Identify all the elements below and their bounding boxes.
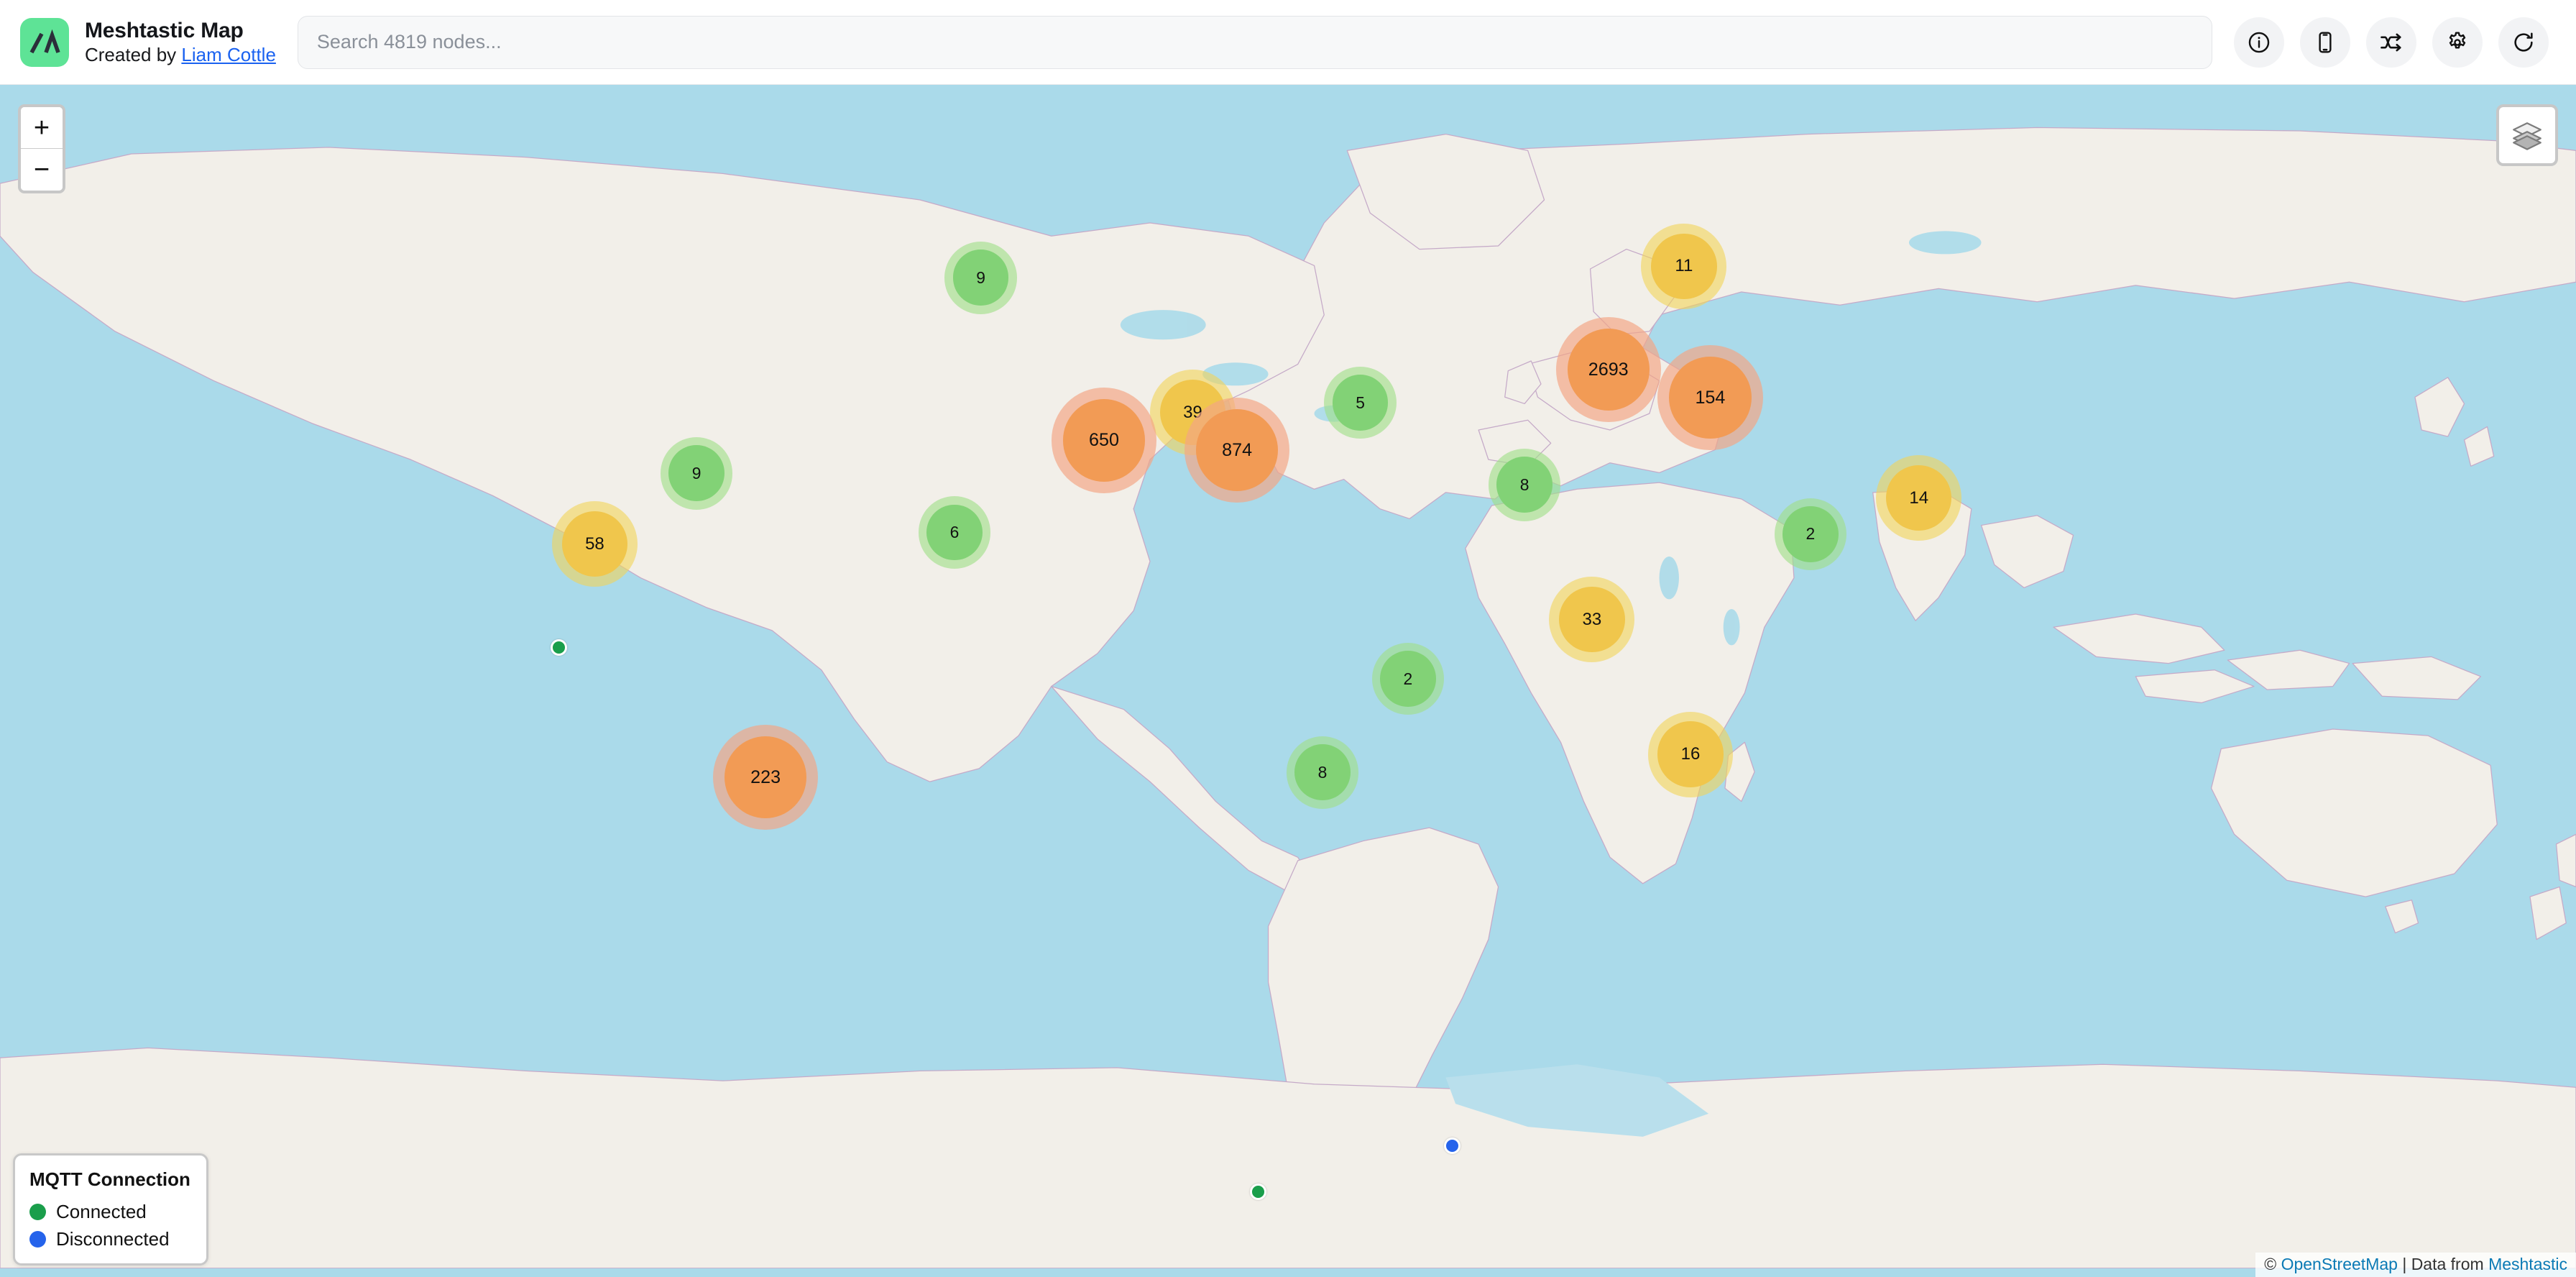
cluster-marker[interactable]: 6 — [918, 496, 991, 569]
legend-color-dot — [29, 1204, 46, 1220]
legend-panel: MQTT Connection Connected Disconnected — [13, 1153, 208, 1265]
brand: Meshtastic Map Created by Liam Cottle — [20, 17, 276, 67]
cluster-count-label: 650 — [1089, 429, 1119, 450]
cluster-count-label: 11 — [1675, 256, 1693, 276]
zoom-in-button[interactable]: + — [21, 107, 63, 149]
node-marker[interactable] — [1444, 1137, 1460, 1154]
search-input[interactable] — [297, 15, 2212, 69]
cluster-marker[interactable]: 16 — [1647, 711, 1734, 797]
info-icon[interactable] — [2234, 17, 2284, 68]
app-header: Meshtastic Map Created by Liam Cottle — [0, 0, 2576, 85]
cluster-count-label: 8 — [1317, 762, 1328, 782]
cluster-count-label: 5 — [1356, 393, 1365, 412]
cluster-marker[interactable]: 5 — [1324, 366, 1397, 439]
author-link[interactable]: Liam Cottle — [181, 43, 276, 65]
copyright-symbol: © — [2264, 1255, 2281, 1273]
cluster-marker-core: 33 — [1559, 586, 1625, 653]
cluster-count-label: 154 — [1695, 387, 1726, 408]
cluster-marker-core: 223 — [724, 736, 807, 819]
cluster-marker[interactable]: 154 — [1657, 345, 1763, 451]
attribution-middle: | Data from — [2397, 1255, 2489, 1273]
cluster-count-label: 33 — [1582, 609, 1602, 629]
openstreetmap-link[interactable]: OpenStreetMap — [2281, 1255, 2398, 1273]
brand-text: Meshtastic Map Created by Liam Cottle — [85, 18, 276, 65]
cluster-count-label: 223 — [750, 766, 781, 787]
cluster-count-label: 2 — [1403, 669, 1413, 688]
cluster-count-label: 9 — [976, 267, 985, 287]
cluster-count-label: 16 — [1680, 744, 1701, 764]
cluster-count-label: 2693 — [1588, 359, 1629, 380]
header-actions — [2234, 17, 2556, 68]
cluster-marker-core: 9 — [668, 445, 724, 502]
gear-icon[interactable] — [2432, 17, 2483, 68]
page-title: Meshtastic Map — [85, 19, 244, 43]
cluster-marker-core: 58 — [561, 511, 628, 577]
cluster-marker-core: 874 — [1196, 409, 1279, 492]
brand-subtitle: Created by Liam Cottle — [85, 44, 276, 66]
cluster-marker[interactable]: 14 — [1876, 455, 1962, 541]
cluster-marker-core: 2 — [1379, 651, 1436, 707]
cluster-marker[interactable]: 223 — [713, 725, 819, 830]
cluster-marker[interactable]: 8 — [1286, 736, 1359, 809]
cluster-marker[interactable]: 9 — [660, 437, 733, 510]
map-viewport[interactable]: + − 9 11 2693 154 39 5 650 874 9 8 14 2 58 6 33 2 16 8 223… — [0, 85, 2576, 1277]
created-by-label: Created by — [85, 43, 182, 65]
legend-item-label: Disconnected — [56, 1228, 170, 1250]
cluster-marker-core: 11 — [1651, 233, 1717, 299]
cluster-count-label: 58 — [585, 534, 604, 554]
cluster-marker[interactable]: 33 — [1549, 577, 1635, 663]
cluster-marker-core: 2693 — [1567, 329, 1650, 411]
map-tiles — [0, 85, 2576, 1268]
cluster-marker[interactable]: 874 — [1184, 398, 1290, 503]
layers-icon[interactable] — [2496, 104, 2558, 166]
legend-items: Connected Disconnected — [29, 1201, 190, 1250]
cluster-marker[interactable]: 58 — [552, 501, 638, 587]
cluster-marker[interactable]: 2 — [1774, 498, 1847, 571]
meshtastic-link[interactable]: Meshtastic — [2488, 1255, 2567, 1273]
legend-item: Disconnected — [29, 1228, 190, 1250]
cluster-count-label: 6 — [949, 523, 960, 542]
cluster-marker-core: 5 — [1332, 375, 1389, 431]
cluster-marker-core: 9 — [952, 250, 1009, 306]
cluster-marker[interactable]: 9 — [944, 242, 1017, 314]
cluster-count-label: 874 — [1222, 439, 1253, 460]
shuffle-icon[interactable] — [2366, 17, 2416, 68]
cluster-count-label: 8 — [1519, 475, 1530, 494]
cluster-count-label: 9 — [691, 463, 702, 482]
zoom-out-button[interactable]: − — [21, 149, 63, 191]
cluster-count-label: 14 — [1909, 488, 1929, 508]
cluster-marker[interactable]: 2693 — [1555, 317, 1661, 423]
cluster-marker-core: 8 — [1496, 457, 1552, 513]
cluster-marker[interactable]: 8 — [1488, 449, 1561, 521]
cluster-marker[interactable]: 2 — [1371, 642, 1445, 715]
cluster-marker[interactable]: 11 — [1641, 223, 1727, 309]
search-container — [276, 15, 2234, 69]
mobile-icon[interactable] — [2300, 17, 2350, 68]
cluster-marker-core: 14 — [1885, 464, 1952, 531]
meshtastic-logo-icon[interactable] — [20, 17, 69, 67]
cluster-marker-core: 154 — [1669, 357, 1752, 439]
node-marker[interactable] — [1250, 1183, 1267, 1200]
cluster-marker-core: 6 — [926, 504, 983, 561]
legend-title: MQTT Connection — [29, 1168, 190, 1190]
node-marker[interactable] — [550, 639, 567, 656]
cluster-marker-core: 650 — [1062, 399, 1146, 482]
cluster-marker[interactable]: 650 — [1051, 388, 1157, 493]
map-attribution: © OpenStreetMap | Data from Meshtastic — [2255, 1253, 2576, 1277]
refresh-icon[interactable] — [2498, 17, 2549, 68]
zoom-control: + − — [18, 104, 65, 193]
cluster-count-label: 2 — [1806, 524, 1816, 544]
cluster-marker-core: 8 — [1294, 744, 1351, 801]
legend-color-dot — [29, 1231, 46, 1248]
cluster-marker-core: 16 — [1657, 721, 1724, 787]
legend-item-label: Connected — [56, 1201, 147, 1222]
legend-item: Connected — [29, 1201, 190, 1223]
cluster-marker-core: 2 — [1782, 505, 1839, 562]
